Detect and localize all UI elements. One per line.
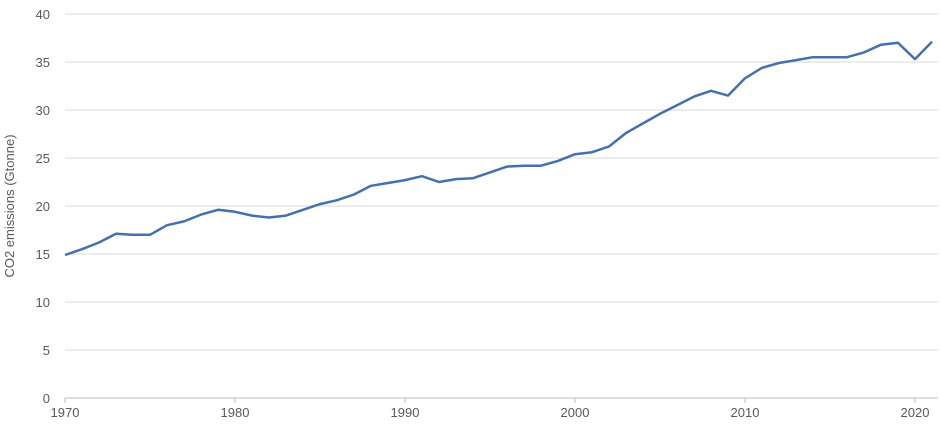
y-tick-label: 5 — [43, 343, 50, 358]
y-tick-label: 40 — [36, 7, 50, 22]
y-axis-ticks: 0 5 10 15 20 25 30 35 40 — [36, 7, 50, 406]
x-tick-label: 1990 — [391, 405, 420, 420]
y-axis-label: CO2 emissions (Gtonne) — [2, 134, 17, 277]
x-tick-label: 1980 — [221, 405, 250, 420]
x-tick-label: 1970 — [51, 405, 80, 420]
y-tick-label: 0 — [43, 391, 50, 406]
y-tick-label: 30 — [36, 103, 50, 118]
x-tick-label: 2020 — [901, 405, 930, 420]
gridlines — [65, 13, 938, 351]
x-tick-label: 2010 — [731, 405, 760, 420]
y-tick-label: 15 — [36, 247, 50, 262]
y-tick-label: 10 — [36, 295, 50, 310]
x-tick-label: 2000 — [561, 405, 590, 420]
x-axis-ticks: 1970 1980 1990 2000 2010 2020 — [51, 398, 930, 420]
series-line — [64, 40, 933, 257]
y-tick-label: 25 — [36, 151, 50, 166]
y-tick-label: 20 — [36, 199, 50, 214]
y-tick-label: 35 — [36, 55, 50, 70]
